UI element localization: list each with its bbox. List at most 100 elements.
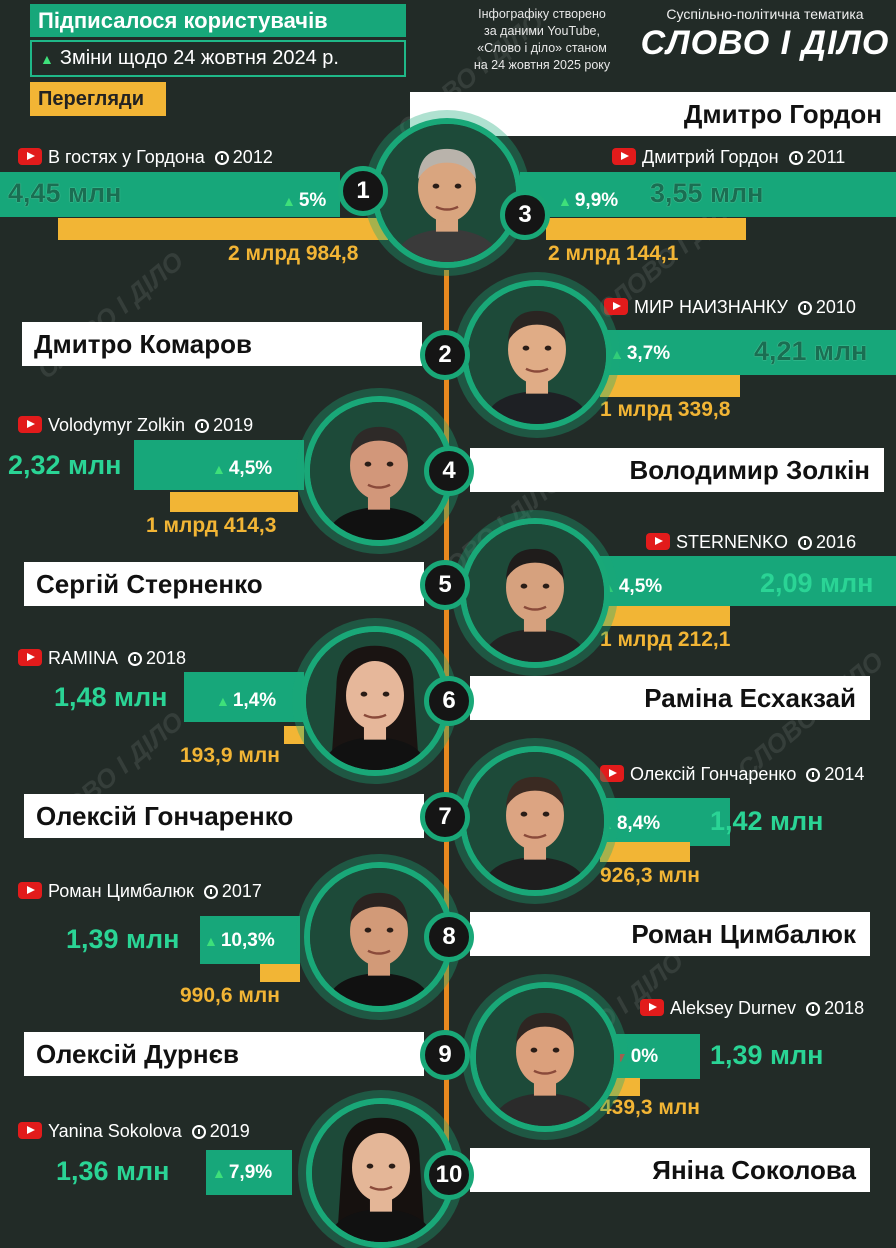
person-name: Олексій Гончаренко (24, 794, 424, 838)
channel-label: В гостях у Гордона 2012 (18, 147, 273, 168)
clock-icon (128, 652, 143, 666)
person-photo (462, 280, 612, 430)
person-photo (460, 518, 610, 668)
portrait-illustration (306, 632, 444, 770)
person-photo (460, 746, 610, 896)
clock-icon (806, 1002, 821, 1016)
youtube-icon (646, 533, 670, 550)
change-value: ▲ 10,3% (204, 930, 275, 952)
subscribers-bar (206, 1150, 292, 1195)
legend-change: ▲ Зміни щодо 24 жовтня 2024 р. (30, 40, 406, 77)
change-value: ▲ 5% (282, 190, 326, 212)
change-value: ▲ 9,9% (558, 190, 618, 212)
portrait-illustration (378, 124, 516, 262)
clock-icon (195, 419, 210, 433)
subscribers-value: 1,36 млн (56, 1156, 170, 1186)
channel-label: Дмитрий Гордон 2011 (612, 147, 845, 168)
channel-name: Олексій Гончаренко (630, 764, 797, 784)
youtube-icon (640, 999, 664, 1016)
views-value: 439,3 млн (600, 1096, 700, 1119)
change-text: 3,7% (626, 343, 671, 364)
person-name: Роман Цимбалюк (470, 912, 870, 956)
subscribers-value: 1,39 млн (66, 924, 180, 954)
subscribers-value: 1,42 млн (710, 806, 824, 836)
change-text: 10,3% (220, 930, 275, 951)
channel-name: МИР НАИЗНАНКУ (634, 297, 788, 317)
person-name: Дмитро Гордон (410, 92, 896, 136)
channel-name: Aleksey Durnev (670, 998, 797, 1018)
channel-name: Дмитрий Гордон (642, 147, 779, 167)
change-value: ▲ 1,4% (216, 690, 276, 712)
views-value: 1 млрд 414,3 (146, 514, 277, 537)
source-note-line: «Слово і діло» станом (477, 41, 607, 55)
change-value: ▲ 3,7% (610, 343, 670, 365)
channel-year: 2014 (824, 764, 865, 784)
views-value: 2 млрд 144,1 (548, 242, 679, 265)
channel-year: 2012 (232, 147, 273, 167)
rank-badge: 9 (420, 1030, 470, 1080)
subscribers-value: 4,21 млн (754, 336, 868, 366)
rank-badge: 6 (424, 676, 474, 726)
source-note-line: за даними YouTube, (484, 24, 600, 38)
views-value: 926,3 млн (600, 864, 700, 887)
up-triangle-icon: ▲ (216, 693, 230, 709)
person-name: Дмитро Комаров (22, 322, 422, 366)
views-value: 1 млрд 339,8 (600, 398, 731, 421)
up-triangle-icon: ▲ (558, 193, 572, 209)
portrait-illustration (466, 524, 604, 662)
channel-year: 2019 (209, 1121, 250, 1141)
views-bar (170, 492, 298, 512)
rank-badge: 3 (500, 190, 550, 240)
change-value: ▲4,5% (602, 576, 662, 598)
up-triangle-icon: ▲ (204, 933, 218, 949)
channel-name: STERNENKO (676, 532, 789, 552)
channel-name: В гостях у Гордона (48, 147, 205, 167)
change-text: 4,5% (228, 458, 273, 479)
person-photo (470, 982, 620, 1132)
legend-subscribers: Підписалося користувачів (30, 4, 406, 37)
portrait-illustration (468, 286, 606, 424)
youtube-icon (18, 882, 42, 899)
up-triangle-icon: ▲ (212, 461, 226, 477)
clock-icon (214, 151, 229, 165)
views-value: 193,9 млн (180, 744, 280, 767)
person-name: Володимир Золкін (470, 448, 884, 492)
subscribers-value: 1,39 млн (710, 1040, 824, 1070)
subscribers-bar (200, 916, 300, 964)
up-triangle-icon: ▲ (40, 51, 54, 67)
youtube-icon (600, 765, 624, 782)
person-photo (372, 118, 522, 268)
channel-label: Aleksey Durnev 2018 (640, 998, 864, 1019)
brand-logo: СЛОВО І ДІЛО (640, 24, 890, 62)
channel-label: Volodymyr Zolkin 2019 (18, 415, 253, 436)
youtube-icon (18, 649, 42, 666)
subscribers-bar (606, 330, 896, 375)
youtube-icon (18, 416, 42, 433)
up-triangle-icon: ▲ (610, 346, 624, 362)
clock-icon (806, 768, 821, 782)
channel-name: Роман Цимбалюк (48, 881, 194, 901)
youtube-icon (612, 148, 636, 165)
subscribers-value: 2,32 млн (8, 450, 122, 480)
change-text: 9,9% (574, 190, 619, 211)
person-name: Раміна Есхакзай (470, 676, 870, 720)
person-name: Олексій Дурнєв (24, 1032, 424, 1076)
views-bar (600, 375, 740, 397)
clock-icon (797, 301, 812, 315)
source-note-line: Інфографіку створено (478, 7, 606, 21)
clock-icon (798, 536, 813, 550)
subscribers-bar (598, 556, 896, 606)
subscribers-value: 2,09 млн (760, 568, 874, 598)
channel-label: Роман Цимбалюк 2017 (18, 881, 262, 902)
change-text: 5% (298, 190, 327, 211)
views-value: 2 млрд 984,8 (228, 242, 359, 265)
subscribers-bar (520, 172, 896, 217)
subscribers-bar (0, 172, 340, 217)
channel-year: 2018 (146, 648, 187, 668)
legend-views: Перегляди (30, 82, 166, 116)
change-text: 0% (630, 1046, 659, 1067)
up-triangle-icon: ▲ (282, 193, 296, 209)
person-photo (300, 626, 450, 776)
subscribers-bar (184, 672, 304, 722)
rank-badge: 1 (338, 166, 388, 216)
